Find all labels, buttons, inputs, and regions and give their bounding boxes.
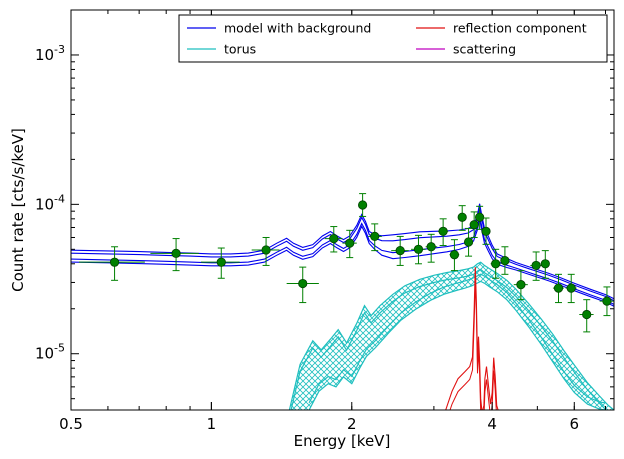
data-marker: [345, 238, 355, 248]
data-point: [78, 246, 145, 281]
data-marker: [370, 231, 380, 242]
data-marker: [413, 244, 424, 254]
torus-upper-outer: [288, 261, 614, 410]
data-point: [150, 238, 199, 272]
data-point: [490, 248, 501, 279]
data-point: [286, 266, 319, 304]
x-axis-label: Energy [keV]: [294, 432, 391, 450]
data-point: [469, 211, 479, 238]
data-point: [425, 233, 438, 263]
legend-label-model: model with background: [224, 21, 371, 36]
plot-frame: [70, 9, 615, 411]
x-tick-label: 1: [207, 415, 217, 433]
x-tick-label: 0.5: [59, 415, 83, 433]
data-marker: [602, 296, 612, 306]
y-axis-ticks: 10-5 10-4 10-3: [35, 9, 614, 400]
data-point: [324, 226, 343, 253]
data-point: [565, 273, 577, 304]
data-marker: [438, 226, 448, 236]
data-point: [599, 286, 614, 317]
y-tick-label: 10-4: [35, 192, 65, 213]
torus-lower-outer: [308, 280, 606, 410]
data-point: [481, 217, 491, 245]
legend-label-reflection: reflection component: [453, 21, 587, 36]
data-point: [475, 205, 485, 230]
data-marker: [109, 257, 120, 267]
data-marker: [481, 226, 491, 236]
x-tick-label: 6: [570, 415, 580, 433]
y-tick-exponent: -5: [54, 342, 65, 355]
data-point: [342, 229, 357, 259]
torus-upper-inner: [290, 268, 607, 410]
data-marker: [516, 280, 526, 290]
data-marker: [469, 220, 479, 230]
data-points: [78, 193, 614, 333]
data-point: [540, 250, 550, 279]
data-marker: [491, 259, 501, 269]
data-marker: [540, 259, 550, 269]
y-tick-label: 10-5: [35, 342, 65, 363]
data-marker: [531, 260, 541, 271]
data-marker: [582, 309, 592, 320]
data-point: [500, 246, 510, 275]
legend-label-torus: torus: [224, 42, 256, 57]
y-tick-exponent: -4: [54, 192, 65, 205]
data-marker: [261, 245, 271, 255]
data-point: [552, 273, 564, 304]
data-point: [530, 251, 542, 281]
torus-lower-inner: [308, 273, 606, 404]
data-marker: [171, 248, 181, 258]
legend-box: [178, 14, 608, 63]
data-point: [513, 270, 528, 301]
data-point: [437, 218, 449, 247]
data-marker: [216, 257, 226, 267]
data-marker: [500, 256, 510, 266]
y-axis-label: Count rate [cts/s/keV]: [9, 128, 27, 292]
data-marker: [553, 283, 564, 293]
data-point: [358, 193, 368, 217]
data-marker: [395, 246, 405, 256]
data-point: [200, 247, 240, 279]
model-band-line-2: [71, 214, 614, 305]
data-point: [579, 299, 594, 333]
data-marker: [298, 278, 308, 289]
data-marker: [449, 250, 460, 260]
data-point: [368, 223, 382, 252]
x-tick-label: 4: [487, 415, 497, 433]
model-band-line-3: [71, 218, 614, 307]
model-band-line-1: [71, 207, 614, 302]
torus-series: [288, 261, 614, 410]
y-tick-label: 10-3: [35, 43, 65, 64]
data-marker: [463, 237, 474, 247]
x-tick-label: 2: [347, 415, 357, 433]
y-tick-exponent: -3: [54, 43, 65, 56]
data-point: [449, 239, 460, 272]
data-marker: [457, 212, 467, 222]
x-axis-ticks: 0.5 1 2 4 6: [59, 10, 607, 433]
plot-area: [71, 193, 614, 410]
data-point: [391, 235, 409, 266]
data-marker: [358, 200, 368, 210]
legend: model with background torus reflection c…: [178, 14, 608, 63]
data-point: [463, 227, 474, 257]
data-point: [411, 234, 426, 265]
data-point: [457, 205, 467, 231]
data-point: [251, 236, 280, 266]
data-marker: [566, 283, 576, 293]
legend-label-scattering: scattering: [453, 42, 516, 57]
model-series: [71, 203, 614, 307]
data-marker: [475, 212, 485, 222]
data-marker: [329, 233, 339, 244]
data-marker: [426, 242, 436, 252]
